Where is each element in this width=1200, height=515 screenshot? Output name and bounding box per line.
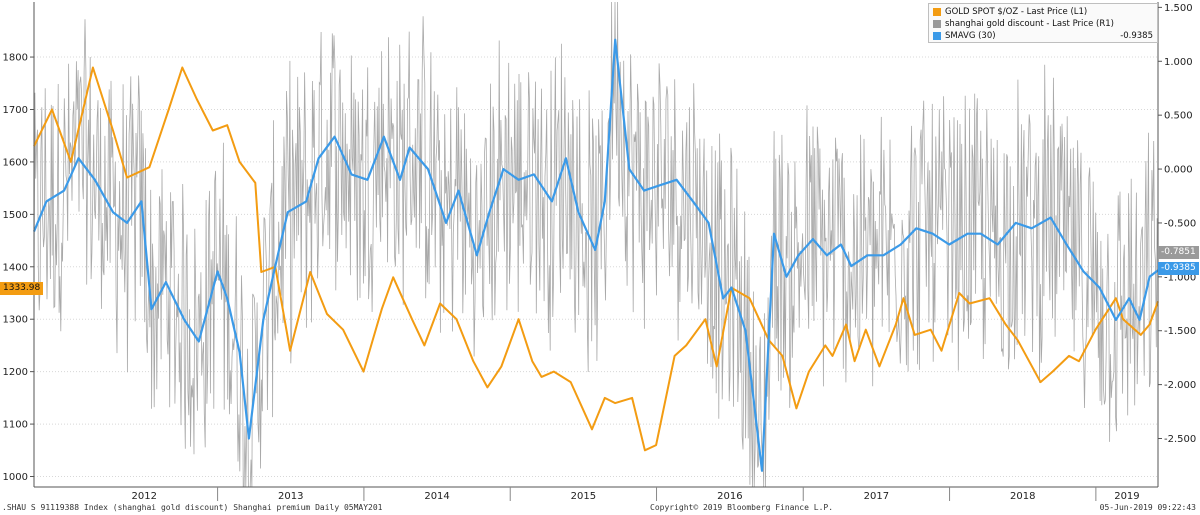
right-tick-label: 0.000: [1164, 165, 1193, 176]
legend-item-gold: GOLD SPOT $/OZ - Last Price (L1): [933, 6, 1153, 18]
left-tick-label: 1000: [3, 472, 28, 483]
x-tick-year: 2016: [717, 491, 742, 502]
left-tick-label: 1200: [3, 367, 28, 378]
footer-copyright: Copyright© 2019 Bloomberg Finance L.P.: [650, 503, 834, 512]
x-tick-year: 2012: [132, 491, 157, 502]
x-tick-year: 2013: [278, 491, 303, 502]
legend-label-discount: shanghai gold discount - Last Price (R1): [945, 19, 1114, 29]
right-tick-label: -2.500: [1164, 434, 1196, 445]
right-tick-label: -1.500: [1164, 326, 1196, 337]
discount-series: [33, 1, 1159, 488]
left-tick-label: 1600: [3, 157, 28, 168]
discount-line: [33, 1, 1159, 488]
right-tick-label: 0.500: [1164, 111, 1193, 122]
right-tick-label: -0.500: [1164, 218, 1196, 229]
x-tick-year: 2017: [864, 491, 889, 502]
left-tick-label: 1800: [3, 53, 28, 64]
legend-swatch-gold: [933, 8, 941, 16]
x-tick-year: 2019: [1114, 491, 1139, 502]
gold-series: [33, 66, 1159, 452]
axes: [33, 2, 1159, 488]
discount-last-price-badge: -0.7851: [1158, 246, 1199, 259]
legend-swatch-smavg: [933, 32, 941, 40]
x-tick-year: 2018: [1010, 491, 1035, 502]
x-tick-year: 2015: [571, 491, 596, 502]
footer-index-info: .SHAU S 91119388 Index (shanghai gold di…: [2, 503, 383, 512]
smavg-last-price-badge: -0.9385: [1158, 262, 1199, 275]
legend-item-discount: shanghai gold discount - Last Price (R1): [933, 18, 1153, 30]
gold-last-price-badge: 1333.98: [0, 282, 44, 295]
right-tick-label: -1.000: [1164, 272, 1196, 283]
right-axis-ticks: 1.500 1.000 0.500 0.000 -0.500 -1.000 -1.500 -2…: [1158, 3, 1196, 445]
left-tick-label: 1500: [3, 210, 28, 221]
legend-item-smavg: SMAVG (30) -0.9385: [933, 30, 1153, 42]
right-tick-label: 1.500: [1164, 3, 1193, 14]
left-tick-label: 1300: [3, 315, 28, 326]
legend-label-gold: GOLD SPOT $/OZ - Last Price (L1): [945, 7, 1088, 17]
left-tick-label: 1700: [3, 105, 28, 116]
left-tick-label: 1100: [3, 420, 28, 431]
legend-swatch-discount: [933, 20, 941, 28]
legend-value-smavg: -0.9385: [1120, 31, 1153, 41]
smavg-line: [32, 38, 1159, 472]
legend-label-smavg: SMAVG (30): [945, 31, 996, 41]
legend: GOLD SPOT $/OZ - Last Price (L1) shangha…: [928, 3, 1158, 43]
x-axis-years: 2012 2013 2014 2015 2016 2017 2018 2019: [132, 487, 1140, 502]
right-tick-label: 1.000: [1164, 57, 1193, 68]
left-tick-label: 1400: [3, 262, 28, 273]
smavg-series: [32, 38, 1159, 472]
gold-line: [33, 66, 1159, 452]
right-tick-label: -2.000: [1164, 380, 1196, 391]
left-axis-ticks: 1000 1100 1200 1300 1400 1500 1600 1700 1800: [3, 53, 34, 483]
footer-timestamp: 05-Jun-2019 09:22:43: [1099, 503, 1196, 512]
x-tick-year: 2014: [424, 491, 449, 502]
